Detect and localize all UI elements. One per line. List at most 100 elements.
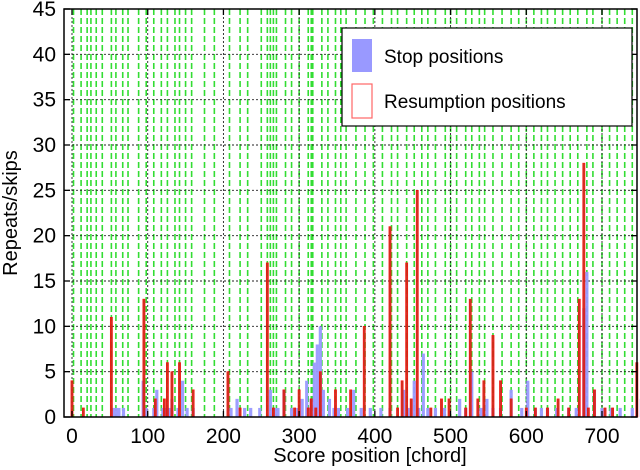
resumption-bar: [314, 407, 318, 418]
resumption-bar: [582, 162, 586, 418]
resumption-bar: [162, 398, 166, 418]
stop-bar: [164, 407, 168, 417]
resumption-bar: [546, 407, 549, 418]
resumption-bar: [405, 262, 409, 418]
stop-bar: [161, 407, 165, 417]
stop-bar: [121, 407, 126, 417]
stop-bar: [114, 407, 118, 417]
legend: Stop positions Resumption positions: [341, 27, 633, 127]
resumption-bar: [306, 407, 310, 418]
stop-legend-swatch: [352, 39, 372, 72]
stop-bar: [526, 380, 530, 417]
resumption-bar: [153, 398, 157, 418]
resumption-bar: [464, 407, 468, 418]
resumption-bar: [476, 398, 480, 418]
resumption-bar: [265, 262, 269, 418]
stop-bar: [426, 407, 430, 417]
x-tick-label: 0: [66, 425, 78, 448]
y-tick-label: 0: [44, 406, 56, 429]
y-axis-ticks: 0 5 10 15 20 25 30 35 40 45: [33, 0, 637, 429]
stop-bar: [185, 407, 189, 417]
resumption-bar: [468, 298, 472, 418]
resumption-bar: [309, 398, 313, 418]
resumption-bar: [415, 190, 419, 418]
stop-bar: [554, 407, 559, 417]
resumption-bar: [142, 298, 146, 418]
y-tick-label: 15: [33, 270, 56, 293]
stop-bar: [258, 407, 262, 417]
resumption-bar: [509, 398, 513, 418]
stop-bar: [585, 271, 589, 417]
y-tick-label: 20: [33, 225, 56, 248]
x-tick-label: 300: [282, 425, 317, 448]
stop-bar: [368, 407, 372, 417]
stop-bar: [485, 398, 489, 417]
stop-bar: [276, 407, 280, 417]
stop-bar: [289, 407, 294, 417]
resumption-bar: [318, 371, 322, 418]
resumption-bar: [271, 407, 275, 418]
stop-bar: [433, 407, 438, 417]
stop-bar: [180, 380, 185, 417]
stop-bar: [406, 407, 410, 417]
stop-bar: [273, 407, 277, 417]
resumption-bar: [349, 389, 353, 418]
resumption-bar: [556, 398, 560, 418]
x-tick-label: 200: [206, 425, 241, 448]
y-tick-label: 45: [33, 0, 56, 21]
stop-bar: [296, 407, 300, 417]
resumption-bar: [166, 362, 169, 418]
stop-bar: [111, 407, 115, 417]
stop-bar: [321, 389, 325, 417]
stop-bar: [379, 407, 383, 417]
stop-bar: [352, 389, 356, 417]
resumption-bar: [440, 398, 443, 418]
stop-bar: [346, 407, 350, 417]
resumption-bar: [170, 371, 174, 418]
stop-bar: [305, 380, 309, 417]
x-tick-label: 600: [509, 425, 544, 448]
x-tick-label: 500: [433, 425, 468, 448]
stop-bar: [235, 398, 239, 417]
stop-bar: [152, 407, 156, 417]
resumption-bar: [238, 407, 242, 418]
stop-bar: [167, 407, 171, 417]
stop-bar: [618, 407, 622, 417]
resumption-bar: [109, 316, 113, 418]
plot-frame: [63, 8, 638, 418]
resumption-bar: [491, 335, 495, 418]
resumption-bar: [191, 389, 195, 418]
stop-bar: [442, 407, 447, 417]
stop-bar: [229, 407, 233, 417]
resumption-bar: [409, 398, 413, 418]
resumption-bar: [429, 407, 433, 418]
x-tick-label: 100: [130, 425, 165, 448]
resumption-legend-swatch: [351, 83, 373, 119]
resumption-bar: [293, 407, 297, 418]
resumption-bar: [447, 398, 451, 418]
y-tick-label: 5: [44, 361, 56, 384]
resumption-bar: [334, 389, 337, 418]
stop-bar: [470, 371, 474, 417]
y-tick-label: 25: [33, 179, 56, 202]
x-tick-label: 400: [357, 425, 392, 448]
stop-bar: [249, 407, 253, 417]
stop-bar: [312, 362, 316, 417]
resumption-bar: [577, 298, 581, 418]
resumption-bar: [178, 362, 181, 418]
resumption-bar: [611, 407, 615, 418]
legend-box: [341, 27, 633, 127]
y-tick-label: 40: [33, 43, 56, 66]
stop-bar: [539, 407, 544, 417]
y-tick-label: 10: [33, 315, 56, 338]
stop-bar: [412, 380, 416, 417]
stop-bar: [336, 407, 341, 417]
stop-bar: [144, 407, 148, 417]
stop-bar: [155, 389, 159, 417]
resumption-bar: [586, 407, 590, 418]
resumption-bar: [499, 380, 502, 418]
stop-bar: [417, 407, 421, 417]
resumption-bar: [567, 407, 571, 418]
resumption-bar: [533, 407, 537, 418]
